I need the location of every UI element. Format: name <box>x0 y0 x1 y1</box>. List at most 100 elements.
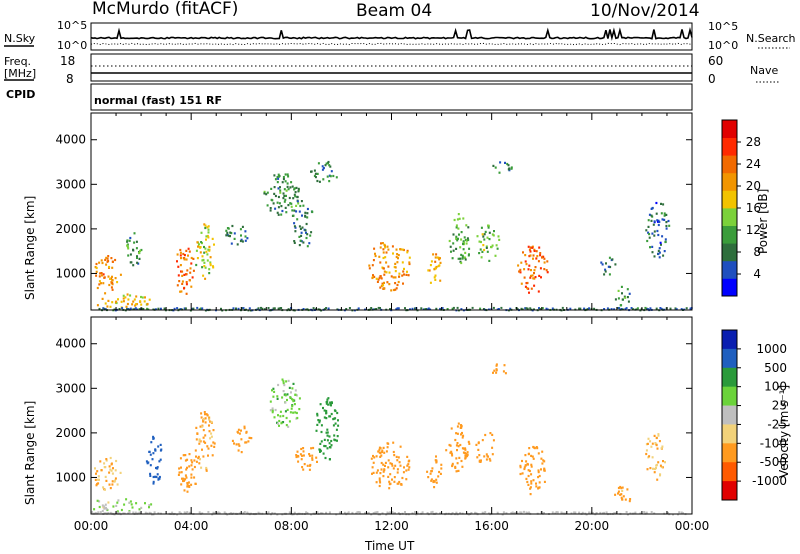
echo-cell-12 <box>483 248 486 252</box>
echo-cell-6 <box>286 182 289 185</box>
ground-scatter-cell <box>409 308 411 311</box>
echo-cell-9 <box>397 254 400 257</box>
ground-scatter-cell <box>487 512 490 515</box>
echo-cell-7 <box>332 174 335 178</box>
echo-cell-6 <box>281 181 284 184</box>
echo-cell-16 <box>655 464 658 467</box>
echo-cell-13 <box>529 250 532 253</box>
echo-cell-13 <box>521 472 524 475</box>
echo-cell-4 <box>211 237 214 240</box>
time-axis-label: Time UT <box>364 539 415 553</box>
echo-cell-0 <box>119 471 122 474</box>
echo-cell-17 <box>651 232 654 235</box>
ground-scatter-cell <box>414 511 416 514</box>
ground-scatter-cell <box>631 308 634 311</box>
echo-cell-13 <box>546 271 549 274</box>
power-colorbar-tick-label: 4 <box>753 267 761 281</box>
echo-cell-7 <box>296 450 299 453</box>
echo-cell-1 <box>101 504 104 507</box>
echo-cell-6 <box>287 379 290 382</box>
echo-cell-2 <box>160 448 163 451</box>
echo-cell-6 <box>274 178 277 181</box>
echo-cell-2 <box>152 452 155 455</box>
ground-scatter-cell <box>149 512 152 515</box>
echo-cell-9 <box>384 246 387 249</box>
echo-cell-7 <box>310 447 313 450</box>
echo-cell-12 <box>495 244 498 247</box>
ground-scatter-cell <box>394 512 396 515</box>
echo-cell-9 <box>405 478 408 481</box>
ground-scatter-cell <box>603 308 606 310</box>
echo-cell-13 <box>520 282 523 285</box>
echo-cell-11 <box>457 422 460 425</box>
echo-cell-17 <box>648 213 651 216</box>
echo-cell-0 <box>98 283 101 286</box>
echo-cell-11 <box>461 465 464 468</box>
echo-cell-4 <box>198 243 200 246</box>
ground-scatter-cell <box>379 307 381 309</box>
ground-scatter-cell <box>144 511 147 514</box>
echo-cell-12 <box>478 459 481 462</box>
echo-cell-6 <box>276 211 279 214</box>
echo-cell-7 <box>295 455 298 459</box>
echo-cell-8 <box>320 430 323 434</box>
echo-cell-10 <box>433 480 436 483</box>
ground-scatter-cell <box>470 512 473 514</box>
echo-cell-9 <box>382 475 385 478</box>
echo-cell-1 <box>123 503 126 506</box>
echo-cell-9 <box>384 244 386 247</box>
echo-cell-9 <box>373 456 376 459</box>
echo-cell-7 <box>297 460 300 463</box>
echo-cell-4 <box>210 420 213 424</box>
echo-cell-8 <box>292 214 295 217</box>
ground-scatter-cell <box>533 308 535 311</box>
echo-cell-3 <box>193 465 196 469</box>
echo-cell-3 <box>185 249 188 252</box>
echo-cell-11 <box>460 433 462 436</box>
echo-cell-8 <box>328 446 331 449</box>
echo-cell-13 <box>519 268 522 271</box>
echo-cell-11 <box>460 253 463 256</box>
ground-scatter-cell <box>630 307 633 309</box>
echo-cell-2 <box>154 448 157 451</box>
echo-cell-3 <box>183 273 186 276</box>
ground-scatter-cell <box>455 511 458 514</box>
echo-cell-0 <box>111 279 114 282</box>
echo-cell-6 <box>288 420 291 423</box>
echo-cell-6 <box>282 192 285 195</box>
echo-cell-6 <box>293 187 296 190</box>
ground-scatter-cell <box>653 512 656 515</box>
echo-cell-11 <box>456 432 459 435</box>
echo-cell-10 <box>434 266 437 269</box>
echo-cell-4 <box>206 445 209 448</box>
echo-cell-0 <box>95 270 98 273</box>
echo-cell-5 <box>247 440 250 443</box>
echo-cell-10 <box>440 467 443 470</box>
echo-cell-4 <box>199 251 202 254</box>
echo-cell-6 <box>291 185 294 188</box>
echo-cell-0 <box>109 468 112 471</box>
echo-cell-7 <box>327 160 330 164</box>
echo-cell-10 <box>438 264 441 267</box>
ground-scatter-cell <box>367 511 370 514</box>
echo-cell-16 <box>646 468 649 471</box>
echo-cell-4 <box>212 429 215 432</box>
echo-cell-1 <box>93 508 96 511</box>
echo-cell-13 <box>530 473 533 476</box>
echo-cell-13 <box>541 450 544 453</box>
echo-cell-1 <box>128 501 131 504</box>
echo-cell-11 <box>468 253 470 256</box>
echo-cell-8 <box>318 421 321 424</box>
echo-cell-8 <box>319 403 322 406</box>
echo-cell-6 <box>279 189 282 192</box>
y-tick-label: 4000 <box>55 337 86 351</box>
echo-cell-2 <box>159 443 162 446</box>
ground-scatter-cell <box>237 307 240 310</box>
ground-scatter-cell <box>392 512 395 515</box>
echo-cell-4 <box>195 455 197 458</box>
echo-cell-9 <box>380 284 383 288</box>
ground-scatter-cell <box>389 308 391 311</box>
ground-scatter-cell <box>581 511 584 514</box>
ground-scatter-cell <box>446 308 449 310</box>
